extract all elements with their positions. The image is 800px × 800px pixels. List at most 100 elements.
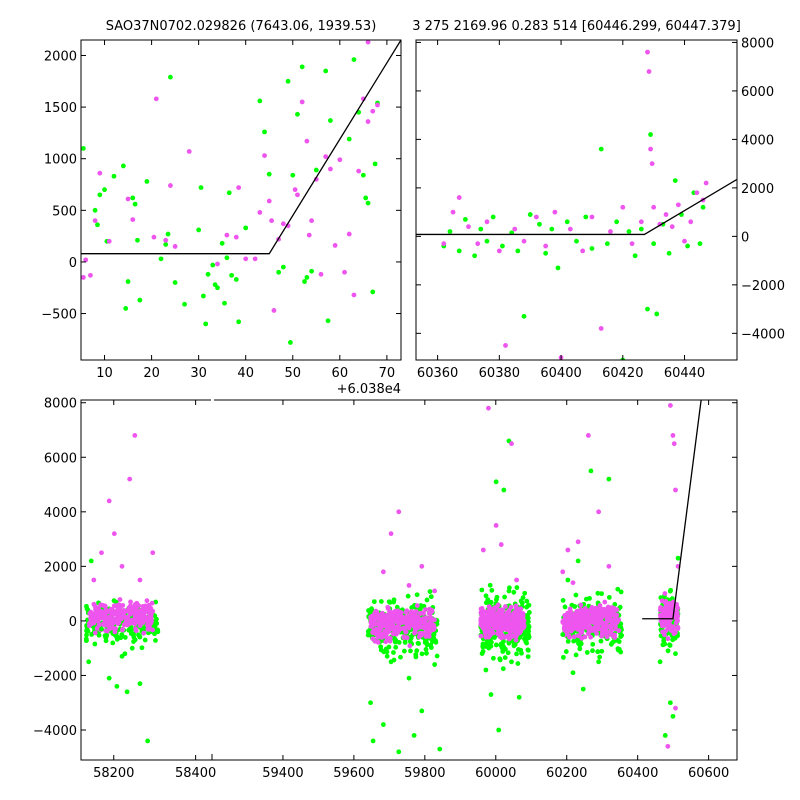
data-point <box>280 221 286 227</box>
data-point <box>595 614 601 620</box>
data-point <box>112 618 118 623</box>
data-point <box>92 207 98 213</box>
data-point <box>262 129 267 135</box>
data-point <box>697 241 703 247</box>
data-point <box>387 609 393 615</box>
data-point <box>137 297 143 303</box>
data-point <box>648 132 653 137</box>
data-point <box>527 610 532 615</box>
data-point <box>543 250 549 256</box>
data-point <box>387 599 393 605</box>
data-point <box>226 190 232 196</box>
data-point <box>120 626 126 632</box>
data-point <box>599 627 605 633</box>
data-point <box>549 226 555 232</box>
data-point <box>110 640 116 646</box>
data-point <box>233 234 239 240</box>
data-point <box>584 650 590 655</box>
data-point <box>495 602 501 608</box>
data-point <box>386 644 392 650</box>
data-point <box>638 219 644 225</box>
data-point <box>472 253 478 259</box>
data-point <box>506 618 512 624</box>
data-point <box>203 321 209 327</box>
data-point <box>475 241 481 247</box>
data-point <box>224 255 230 261</box>
data-point <box>149 600 155 606</box>
data-point <box>483 667 489 673</box>
data-point <box>500 243 505 249</box>
y-tick-label: 1000 <box>44 153 77 168</box>
data-point <box>290 172 296 178</box>
data-point <box>667 403 673 408</box>
data-point <box>670 713 676 719</box>
data-point <box>608 622 614 628</box>
data-point <box>328 166 333 172</box>
data-point <box>595 590 601 596</box>
data-point <box>369 606 374 612</box>
data-point <box>137 681 143 687</box>
data-point <box>398 654 403 660</box>
data-point <box>299 99 305 105</box>
data-point <box>488 613 493 619</box>
data-point <box>406 583 412 588</box>
data-point <box>504 623 509 629</box>
data-point <box>215 261 220 267</box>
data-point <box>413 654 419 660</box>
data-point <box>659 612 665 618</box>
data-point <box>124 616 129 622</box>
data-point <box>271 308 277 313</box>
data-point <box>128 604 134 609</box>
data-point <box>665 636 671 642</box>
data-point <box>346 231 352 237</box>
data-point <box>396 610 402 616</box>
data-point <box>269 218 274 224</box>
data-point <box>513 637 519 643</box>
data-point <box>96 609 102 615</box>
data-point <box>200 293 206 299</box>
data-point <box>665 743 671 749</box>
data-point <box>84 632 89 638</box>
data-point <box>332 243 338 248</box>
data-point <box>485 622 491 628</box>
data-point <box>700 204 706 210</box>
data-point <box>618 634 624 639</box>
data-point <box>588 634 594 640</box>
data-point <box>371 627 377 633</box>
data-point <box>380 569 386 575</box>
data-point <box>450 209 456 215</box>
x-tick-label: 58400 <box>175 766 216 781</box>
data-point <box>131 606 137 612</box>
data-point <box>371 599 377 605</box>
data-point <box>466 224 471 230</box>
data-point <box>583 596 589 602</box>
data-point <box>401 635 407 641</box>
data-point <box>262 153 267 159</box>
data-point <box>94 612 99 618</box>
data-point <box>666 250 672 256</box>
y-tick-label: −4000 <box>741 327 785 342</box>
data-point <box>257 98 263 104</box>
data-point <box>385 604 391 610</box>
data-point <box>432 662 438 667</box>
data-point <box>236 319 242 325</box>
data-point <box>597 654 603 660</box>
data-point <box>135 237 140 243</box>
data-point <box>424 597 430 603</box>
data-point <box>427 589 433 594</box>
data-point <box>388 659 394 665</box>
data-point <box>618 589 624 595</box>
data-point <box>412 630 417 636</box>
data-point <box>365 200 371 206</box>
data-point <box>302 279 307 284</box>
data-point <box>675 624 681 630</box>
data-point <box>91 620 97 626</box>
plot-area <box>83 400 702 755</box>
axis-break-mark <box>211 396 214 405</box>
data-point <box>651 241 657 247</box>
data-point <box>483 615 489 621</box>
data-point <box>84 638 89 643</box>
data-point <box>598 326 604 331</box>
data-point <box>567 226 573 232</box>
data-point <box>447 229 453 234</box>
